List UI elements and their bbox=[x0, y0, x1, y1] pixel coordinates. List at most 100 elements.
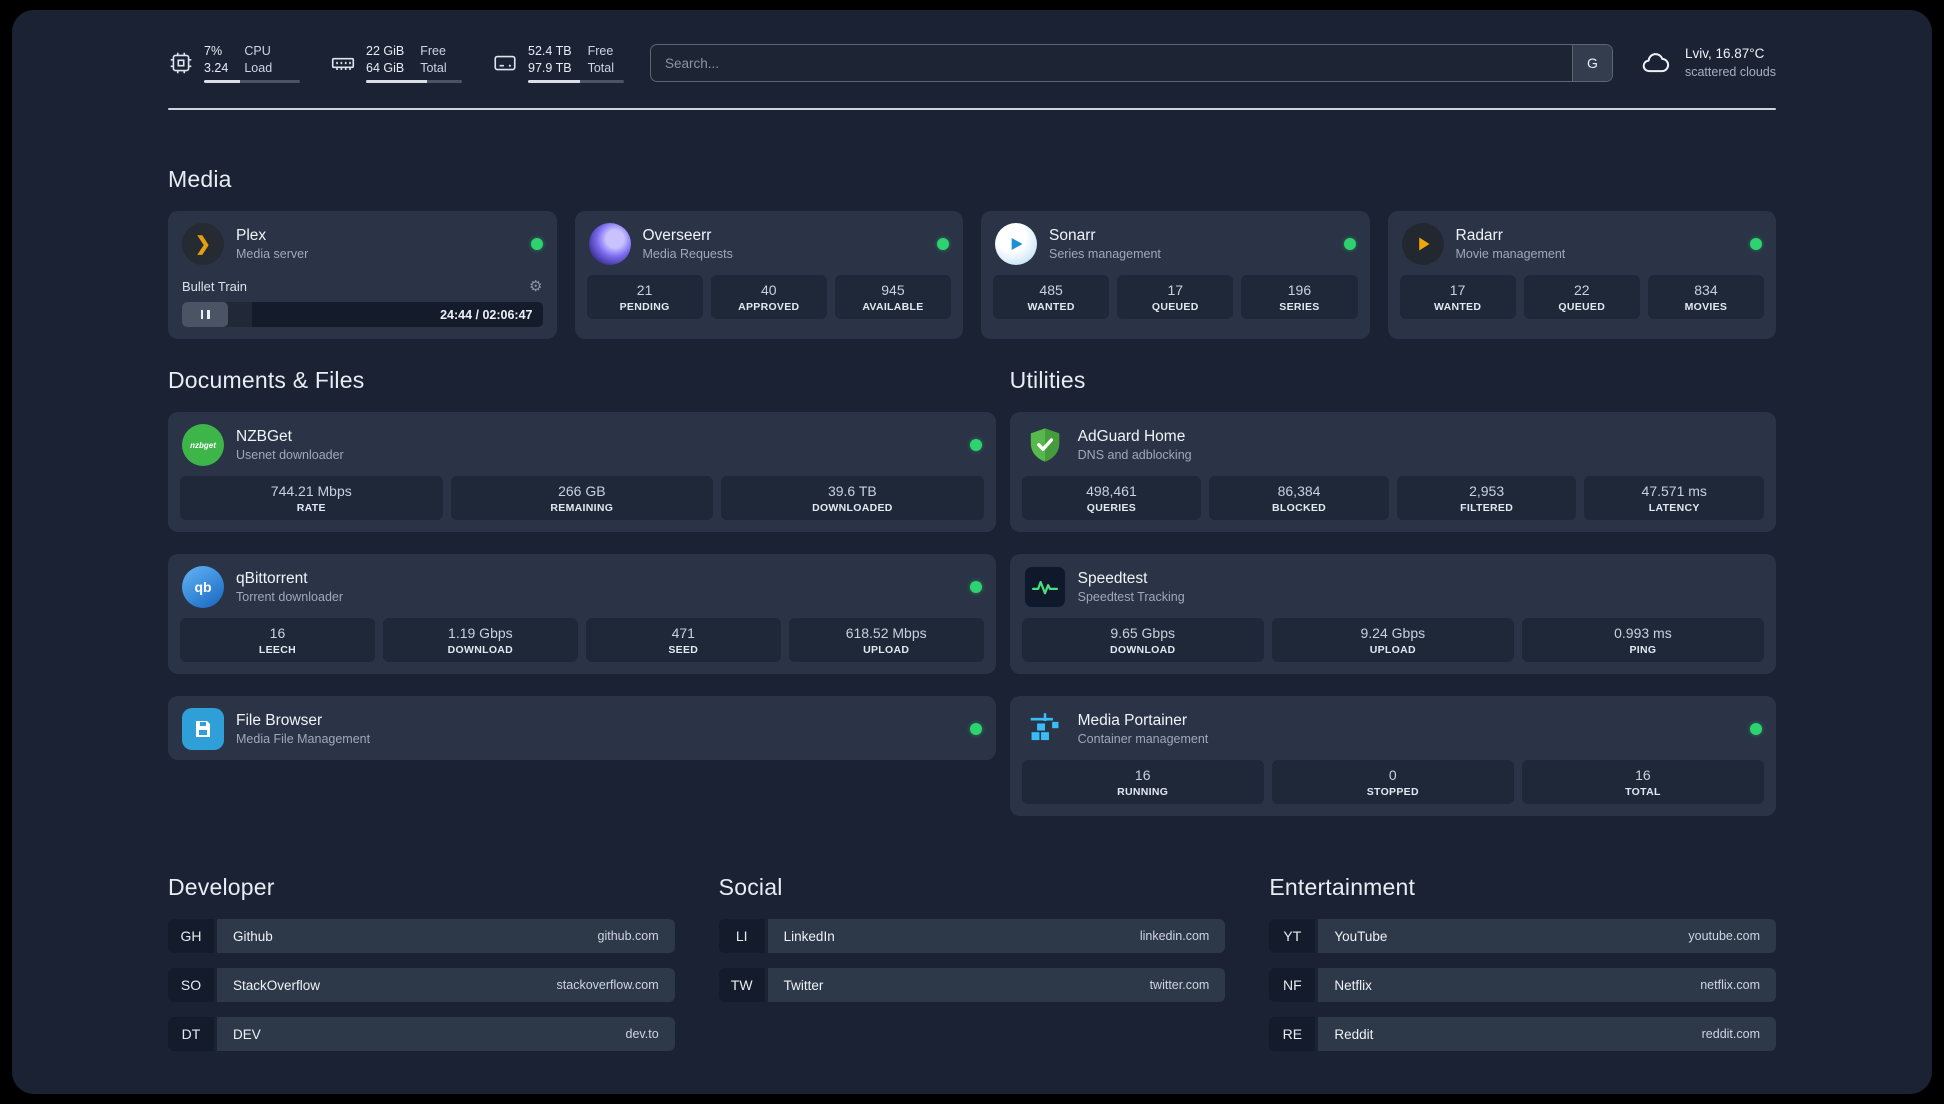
search-bar: G bbox=[650, 44, 1613, 82]
disk-resource-widget: 52.4 TB 97.9 TB Free Total bbox=[492, 43, 624, 83]
bookmark-youtube[interactable]: YT YouTube youtube.com bbox=[1269, 919, 1776, 953]
stat-label: QUEUED bbox=[1558, 301, 1606, 313]
service-subtitle: Media Requests bbox=[642, 247, 733, 261]
status-dot bbox=[969, 581, 982, 593]
stat-label: DOWNLOAD bbox=[447, 644, 514, 656]
service-card-sonarr[interactable]: Sonarr Series management 485 WANTED 17 Q… bbox=[981, 211, 1370, 339]
weather-condition: scattered clouds bbox=[1684, 64, 1776, 79]
bookmark-url: linkedin.com bbox=[1139, 929, 1210, 943]
weather-text: Lviv, 16.87°C scattered clouds bbox=[1685, 45, 1776, 80]
disk-free-label: Free bbox=[587, 44, 614, 59]
stat-value: 86,384 bbox=[1277, 483, 1321, 499]
player-progress-bar[interactable]: 24:44 / 02:06:47 bbox=[182, 302, 543, 327]
service-name: Media Portainer bbox=[1077, 712, 1188, 729]
service-subtitle: Usenet downloader bbox=[236, 448, 344, 462]
portainer-stats: 16 RUNNING 0 STOPPED 16 TOTAL bbox=[1010, 760, 1776, 816]
stat-label: WANTED bbox=[1027, 301, 1075, 313]
cpu-icon bbox=[170, 52, 192, 74]
plex-names: Plex Media server bbox=[236, 227, 308, 261]
service-name: Radarr bbox=[1455, 227, 1503, 244]
status-dot bbox=[1749, 723, 1762, 735]
search-engine-button[interactable]: G bbox=[1571, 45, 1612, 81]
bookmark-abbr: TW bbox=[718, 968, 765, 1002]
service-card-nzbget[interactable]: nzbget NZBGet Usenet downloader 744.21 M… bbox=[168, 412, 996, 532]
stat-value: 39.6 TB bbox=[827, 483, 877, 499]
memory-resource-widget: 22 GiB 64 GiB Free Total bbox=[330, 43, 462, 83]
disk-total-value: 97.9 TB bbox=[528, 60, 572, 75]
sonarr-icon bbox=[995, 223, 1037, 265]
bookmark-stackoverflow[interactable]: SO StackOverflow stackoverflow.com bbox=[168, 968, 675, 1002]
bookmark-abbr: DT bbox=[168, 1017, 214, 1051]
plex-header: ❯ Plex Media server bbox=[168, 211, 557, 275]
stat-rate: 744.21 Mbps RATE bbox=[180, 476, 443, 520]
stat-label: BLOCKED bbox=[1272, 502, 1327, 514]
stat-value: 0 bbox=[1388, 767, 1397, 783]
service-subtitle: Speedtest Tracking bbox=[1077, 590, 1185, 604]
bookmark-dev[interactable]: DT DEV dev.to bbox=[168, 1017, 675, 1051]
bookmark-bar: Github github.com bbox=[217, 919, 675, 953]
service-card-qbittorrent[interactable]: qb qBittorrent Torrent downloader 16 LEE… bbox=[168, 554, 996, 674]
bookmark-name: Netflix bbox=[1334, 977, 1372, 993]
weather-widget[interactable]: Lviv, 16.87°C scattered clouds bbox=[1639, 45, 1776, 80]
pause-button[interactable] bbox=[182, 302, 228, 327]
nzbget-icon: nzbget bbox=[182, 424, 224, 466]
memory-free-label: Free bbox=[420, 44, 446, 59]
adguard-stats: 498,461 QUERIES 86,384 BLOCKED 2,953 FIL… bbox=[1010, 476, 1776, 532]
resource-widgets: 7% 3.24 CPU Load bbox=[168, 43, 624, 83]
status-dot bbox=[1750, 238, 1762, 250]
memory-free-value: 22 GiB bbox=[366, 44, 405, 59]
status-dot bbox=[530, 238, 543, 250]
memory-total-value: 64 GiB bbox=[366, 60, 405, 75]
memory-usage-bar bbox=[366, 79, 462, 83]
search-input[interactable] bbox=[651, 45, 1572, 81]
service-card-overseerr[interactable]: Overseerr Media Requests 21 PENDING 40 A… bbox=[574, 211, 963, 339]
now-playing-row: Bullet Train ⚙ bbox=[168, 275, 557, 302]
cpu-label: CPU bbox=[244, 44, 271, 59]
stat-label: DOWNLOAD bbox=[1110, 644, 1176, 656]
bookmark-bar: StackOverflow stackoverflow.com bbox=[217, 968, 675, 1002]
bookmark-url: github.com bbox=[597, 929, 659, 943]
bookmark-linkedin[interactable]: LI LinkedIn linkedin.com bbox=[718, 919, 1226, 953]
sonarr-header: Sonarr Series management bbox=[981, 211, 1370, 275]
radarr-names: Radarr Movie management bbox=[1456, 227, 1566, 261]
player-time: 24:44 / 02:06:47 bbox=[440, 307, 533, 322]
service-name: NZBGet bbox=[236, 428, 292, 445]
stat-running: 16 RUNNING bbox=[1021, 760, 1264, 804]
middle-columns: Documents & Files nzbget NZBGet Usenet d… bbox=[168, 367, 1776, 816]
status-dot bbox=[969, 439, 982, 451]
service-subtitle: Series management bbox=[1049, 247, 1161, 261]
stat-value: 9.24 Gbps bbox=[1360, 625, 1426, 641]
service-card-adguard[interactable]: AdGuard Home DNS and adblocking 498,461 … bbox=[1009, 412, 1776, 532]
gear-icon[interactable]: ⚙ bbox=[529, 278, 543, 295]
stat-label: TOTAL bbox=[1625, 786, 1661, 798]
stat-value: 17 bbox=[1449, 282, 1466, 298]
portainer-icon bbox=[1024, 708, 1066, 750]
stat-value: 498,461 bbox=[1086, 483, 1137, 499]
service-card-speedtest[interactable]: Speedtest Speedtest Tracking 9.65 Gbps D… bbox=[1009, 554, 1776, 674]
qbittorrent-header: qb qBittorrent Torrent downloader bbox=[168, 554, 996, 618]
stat-total: 16 TOTAL bbox=[1521, 760, 1764, 804]
service-card-plex[interactable]: ❯ Plex Media server Bullet Train ⚙ 24:44… bbox=[168, 211, 557, 339]
status-dot bbox=[969, 723, 982, 735]
disk-usage-bar-fill bbox=[528, 79, 580, 83]
bookmark-twitter[interactable]: TW Twitter twitter.com bbox=[718, 968, 1226, 1002]
bookmark-reddit[interactable]: RE Reddit reddit.com bbox=[1269, 1017, 1776, 1051]
nzbget-header: nzbget NZBGet Usenet downloader bbox=[168, 412, 996, 476]
service-name: Plex bbox=[236, 227, 267, 244]
service-name: Sonarr bbox=[1049, 227, 1096, 244]
stat-label: REMAINING bbox=[550, 502, 614, 514]
now-playing-title: Bullet Train bbox=[182, 278, 248, 294]
bookmark-url: netflix.com bbox=[1700, 978, 1760, 992]
media-grid: ❯ Plex Media server Bullet Train ⚙ 24:44… bbox=[168, 211, 1776, 339]
bookmark-netflix[interactable]: NF Netflix netflix.com bbox=[1269, 968, 1776, 1002]
service-card-portainer[interactable]: Media Portainer Container management 16 … bbox=[1009, 696, 1776, 816]
service-card-radarr[interactable]: Radarr Movie management 17 WANTED 22 QUE… bbox=[1387, 211, 1776, 339]
nzbget-names: NZBGet Usenet downloader bbox=[236, 428, 344, 462]
service-card-filebrowser[interactable]: File Browser Media File Management bbox=[168, 696, 996, 760]
bookmark-abbr: GH bbox=[168, 919, 214, 953]
bookmark-github[interactable]: GH Github github.com bbox=[168, 919, 675, 953]
service-name: File Browser bbox=[236, 712, 323, 729]
bookmark-column-developer: Developer GH Github github.com SO StackO… bbox=[168, 874, 675, 1066]
disk-usage-bar bbox=[528, 79, 624, 83]
stat-wanted: 485 WANTED bbox=[993, 275, 1110, 319]
